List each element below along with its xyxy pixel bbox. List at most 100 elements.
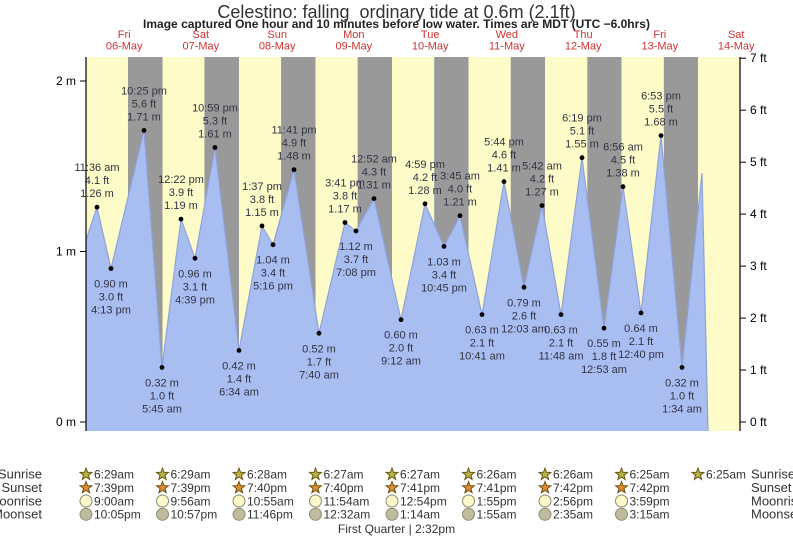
svg-text:6:56 am: 6:56 am [603,142,643,154]
svg-text:12:03 am: 12:03 am [501,323,547,335]
svg-text:6:29am: 6:29am [94,468,134,482]
svg-text:1.55 m: 1.55 m [565,139,599,151]
svg-text:2:56pm: 2:56pm [553,494,593,508]
svg-text:1.12 m: 1.12 m [339,241,373,253]
svg-text:3.0 ft: 3.0 ft [99,292,123,304]
svg-text:07-May: 07-May [182,41,219,53]
svg-text:1:34 am: 1:34 am [662,403,702,415]
svg-text:Moonset: Moonset [751,507,793,522]
svg-text:4:39 pm: 4:39 pm [175,294,215,306]
svg-text:6:53 pm: 6:53 pm [641,91,681,103]
svg-text:5.6 ft: 5.6 ft [132,98,156,110]
svg-text:0.79 m: 0.79 m [507,297,541,309]
svg-text:Moonset: Moonset [0,507,42,522]
svg-text:7:40pm: 7:40pm [247,481,287,495]
svg-text:7 ft: 7 ft [750,51,767,65]
svg-text:4.6 ft: 4.6 ft [492,150,516,162]
svg-text:7:39pm: 7:39pm [171,481,211,495]
svg-text:7:41pm: 7:41pm [400,481,440,495]
svg-text:1.17 m: 1.17 m [328,204,362,216]
svg-text:7:42pm: 7:42pm [630,481,670,495]
svg-text:6 ft: 6 ft [750,103,767,117]
svg-text:12:32am: 12:32am [324,508,371,522]
svg-text:5.1 ft: 5.1 ft [570,126,594,138]
svg-text:3.4 ft: 3.4 ft [261,268,285,280]
svg-text:1.48 m: 1.48 m [277,151,311,163]
svg-text:1.41 m: 1.41 m [487,163,521,175]
svg-text:2.1 ft: 2.1 ft [549,338,573,350]
svg-text:0.96 m: 0.96 m [178,268,212,280]
svg-text:0.32 m: 0.32 m [665,377,699,389]
svg-text:1 m: 1 m [56,245,76,259]
svg-text:09-May: 09-May [335,41,372,53]
svg-text:7:42pm: 7:42pm [553,481,593,495]
svg-text:7:08 pm: 7:08 pm [336,267,376,279]
svg-text:4.3 ft: 4.3 ft [362,167,386,179]
svg-text:10:41 am: 10:41 am [459,351,505,363]
svg-text:3:59pm: 3:59pm [630,494,670,508]
svg-text:10:45 pm: 10:45 pm [421,282,467,294]
svg-text:5:16 pm: 5:16 pm [253,281,293,293]
svg-text:2.1 ft: 2.1 ft [629,336,653,348]
svg-text:1.0 ft: 1.0 ft [670,390,694,402]
svg-text:1.03 m: 1.03 m [427,256,461,268]
svg-text:0.52 m: 0.52 m [302,343,336,355]
svg-text:6:25am: 6:25am [706,468,746,482]
svg-text:1:55am: 1:55am [477,508,517,522]
svg-text:0.64 m: 0.64 m [624,323,658,335]
svg-text:3.9 ft: 3.9 ft [169,187,193,199]
svg-text:9:00am: 9:00am [94,494,134,508]
svg-text:12-May: 12-May [565,41,602,53]
svg-text:1.04 m: 1.04 m [256,255,290,267]
svg-text:4.9 ft: 4.9 ft [282,138,306,150]
svg-text:3.8 ft: 3.8 ft [250,194,274,206]
svg-text:7:40pm: 7:40pm [324,481,364,495]
svg-text:3.1 ft: 3.1 ft [183,281,207,293]
svg-text:5.5 ft: 5.5 ft [649,104,673,116]
svg-text:7:39pm: 7:39pm [94,481,134,495]
svg-text:5:42 am: 5:42 am [522,161,562,173]
svg-text:4 ft: 4 ft [750,207,767,221]
svg-text:2 m: 2 m [56,74,76,88]
svg-text:1.31 m: 1.31 m [357,180,391,192]
svg-text:2:35am: 2:35am [553,508,593,522]
svg-text:4:59 pm: 4:59 pm [405,159,445,171]
svg-text:6:25am: 6:25am [630,468,670,482]
svg-text:11:48 am: 11:48 am [538,351,583,363]
svg-text:11:36 am: 11:36 am [74,162,119,174]
svg-text:0.32 m: 0.32 m [145,377,179,389]
svg-text:0.90 m: 0.90 m [94,279,128,291]
svg-text:6:28am: 6:28am [247,468,287,482]
svg-text:10:55am: 10:55am [247,494,294,508]
svg-text:4.5 ft: 4.5 ft [611,155,635,167]
svg-text:0.60 m: 0.60 m [384,330,418,342]
svg-text:4.0 ft: 4.0 ft [448,184,472,196]
svg-text:9:12 am: 9:12 am [381,356,421,368]
svg-text:7:41pm: 7:41pm [477,481,517,495]
svg-text:6:26am: 6:26am [477,468,517,482]
svg-text:2.6 ft: 2.6 ft [512,310,536,322]
svg-text:6:19 pm: 6:19 pm [562,113,602,125]
svg-text:3:45 am: 3:45 am [440,171,480,183]
svg-text:5 ft: 5 ft [750,155,767,169]
svg-text:0 ft: 0 ft [750,415,767,429]
svg-text:2.1 ft: 2.1 ft [470,338,494,350]
svg-text:4:13 pm: 4:13 pm [91,305,131,317]
svg-text:10:25 pm: 10:25 pm [121,85,167,97]
svg-text:10-May: 10-May [412,41,449,53]
svg-text:08-May: 08-May [259,41,296,53]
svg-text:3.4 ft: 3.4 ft [432,269,456,281]
svg-text:4.1 ft: 4.1 ft [85,175,109,187]
svg-text:10:57pm: 10:57pm [171,508,218,522]
svg-text:0.63 m: 0.63 m [544,325,578,337]
svg-text:4.2 ft: 4.2 ft [530,174,554,186]
svg-text:1.8 ft: 1.8 ft [592,351,616,363]
svg-text:6:27am: 6:27am [324,468,364,482]
svg-text:12:22 pm: 12:22 pm [158,174,204,186]
svg-text:9:56am: 9:56am [171,494,211,508]
svg-text:1.21 m: 1.21 m [443,197,477,209]
svg-text:06-May: 06-May [106,41,143,53]
svg-text:12:53 am: 12:53 am [581,364,627,376]
svg-text:1.19 m: 1.19 m [164,200,198,212]
svg-text:12:40 pm: 12:40 pm [618,349,664,361]
